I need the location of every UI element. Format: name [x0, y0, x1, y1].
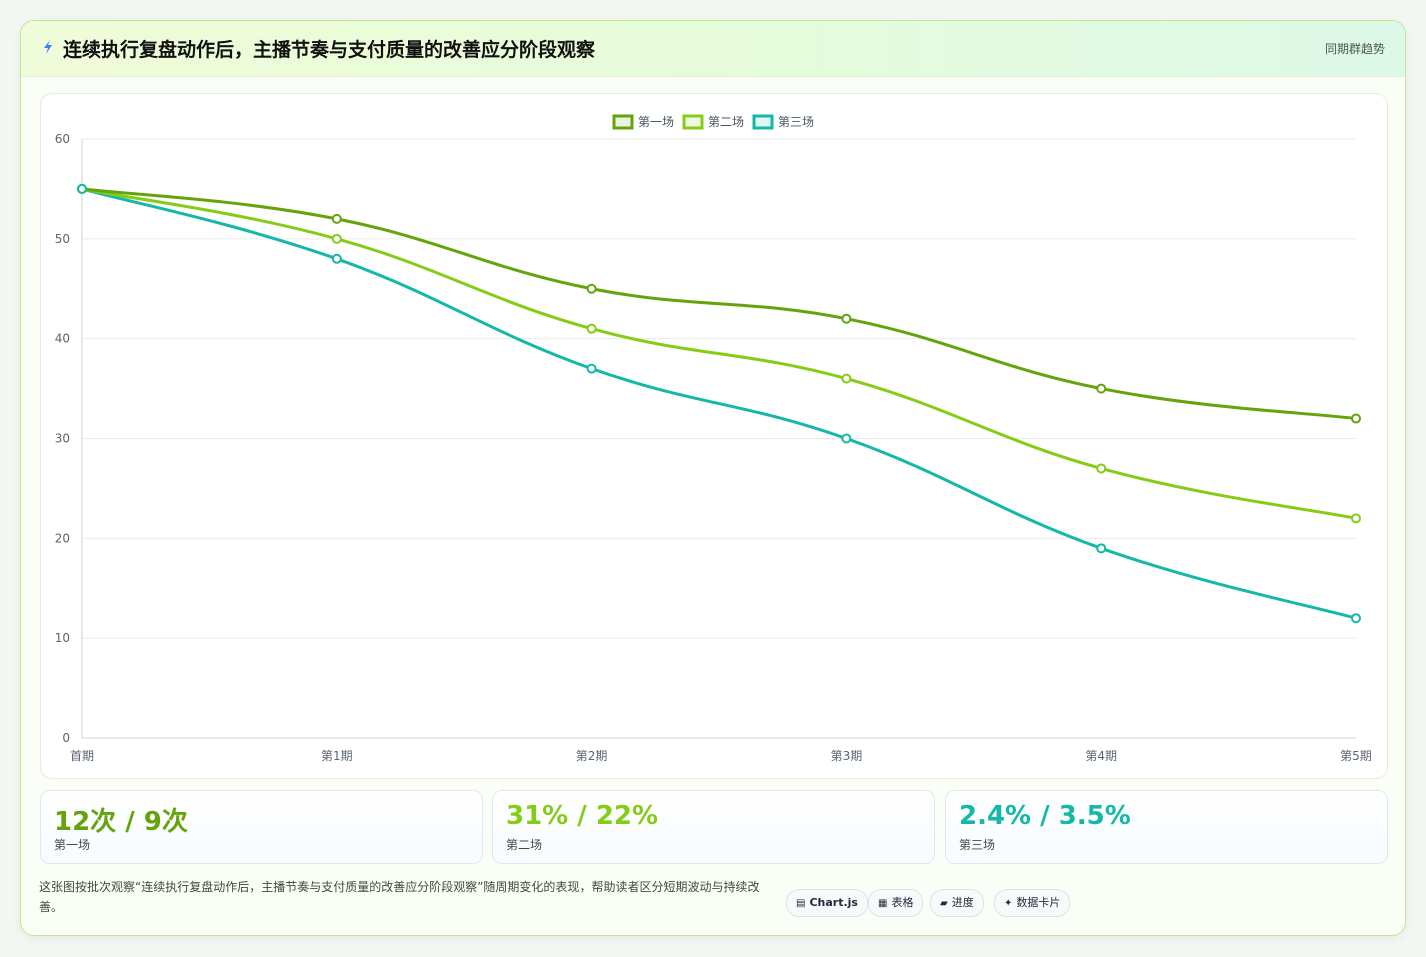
chip-label: Chart.js	[809, 896, 858, 909]
y-tick-label: 20	[55, 531, 70, 545]
legend-swatch	[612, 114, 634, 130]
data-point	[1096, 463, 1107, 474]
x-tick-label: 第2期	[576, 749, 608, 763]
chip-chartjs[interactable]: ▤ Chart.js	[786, 889, 868, 917]
legend-label: 第二场	[708, 115, 744, 129]
kpi-label: 第三场	[959, 838, 996, 852]
data-point	[1351, 513, 1361, 524]
data-point	[1096, 543, 1107, 554]
chip-data-card[interactable]: ✦ 数据卡片	[994, 889, 1071, 917]
legend-item[interactable]: 第三场	[752, 114, 814, 130]
chip-label: 表格	[891, 896, 914, 909]
x-tick-label: 第4期	[1085, 749, 1117, 763]
x-tick-label: 首期	[70, 749, 94, 763]
line-chart: 0 10 20 30 40 50 60 首期 第1期 第2期 第3期 第4期 第5期 第一场 第二场 第三场	[55, 114, 1372, 763]
y-tick-label: 10	[55, 631, 70, 645]
kpi-value: 31% / 22%	[506, 801, 659, 831]
data-point	[331, 253, 342, 264]
x-tick-label: 第3期	[831, 749, 863, 763]
legend-swatch	[752, 114, 774, 130]
chart-description: 这张图按批次观察“连续执行复盘动作后，主播节奏与支付质量的改善应分阶段观察”随周…	[39, 880, 760, 914]
kpi-label: 第二场	[506, 838, 543, 852]
legend-swatch	[682, 114, 704, 130]
chart-icon: ▤	[796, 898, 806, 909]
data-point	[331, 233, 342, 244]
y-tick-label: 50	[55, 232, 70, 246]
data-point	[841, 373, 852, 384]
lightning-icon	[44, 40, 52, 54]
data-point	[841, 313, 852, 324]
series-line	[80, 187, 1358, 421]
chip-table[interactable]: ▦ 表格	[868, 889, 924, 917]
legend-item[interactable]: 第一场	[612, 114, 674, 130]
report-card: 连续执行复盘动作后，主播节奏与支付质量的改善应分阶段观察 同期群趋势 0 10 20…	[20, 20, 1406, 936]
series-line	[80, 187, 1358, 520]
data-point	[586, 363, 597, 374]
data-point	[331, 213, 342, 224]
x-tick-label: 第5期	[1340, 749, 1372, 763]
data-point	[1351, 413, 1361, 424]
x-tick-label: 第1期	[321, 749, 353, 763]
data-point	[1351, 613, 1361, 624]
sparkle-icon: ✦	[1004, 898, 1013, 909]
kpi-card-1: 12次 / 9次 第一场	[40, 790, 483, 864]
page-title: 连续执行复盘动作后，主播节奏与支付质量的改善应分阶段观察	[63, 39, 596, 61]
kpi-value: 2.4% / 3.5%	[959, 801, 1131, 831]
table-icon: ▦	[878, 898, 888, 909]
y-tick-label: 60	[55, 132, 70, 146]
y-tick-label: 40	[55, 332, 70, 346]
y-tick-label: 0	[62, 731, 70, 745]
data-point	[586, 323, 597, 334]
card-header: 连续执行复盘动作后，主播节奏与支付质量的改善应分阶段观察 同期群趋势	[21, 21, 1405, 77]
header-tag: 同期群趋势	[1324, 42, 1385, 56]
chip-progress[interactable]: ▰ 进度	[930, 889, 984, 917]
progress-icon: ▰	[940, 898, 948, 909]
kpi-card-3: 2.4% / 3.5% 第三场	[945, 790, 1388, 864]
data-point	[1096, 383, 1107, 394]
legend-item[interactable]: 第二场	[682, 114, 744, 130]
y-tick-label: 30	[55, 432, 70, 446]
legend-label: 第一场	[638, 115, 674, 129]
series-line	[80, 187, 1358, 620]
chip-label: 数据卡片	[1016, 896, 1061, 909]
kpi-value: 12次 / 9次	[54, 807, 188, 837]
data-point	[841, 433, 852, 444]
kpi-label: 第一场	[54, 838, 91, 852]
chart-panel: 0 10 20 30 40 50 60 首期 第1期 第2期 第3期 第4期 第5期 第一场 第二场 第三场	[40, 93, 1388, 779]
data-point	[586, 283, 597, 294]
chip-label: 进度	[951, 896, 974, 909]
data-point	[77, 183, 87, 194]
legend-label: 第三场	[778, 115, 814, 129]
kpi-card-2: 31% / 22% 第二场	[492, 790, 935, 864]
